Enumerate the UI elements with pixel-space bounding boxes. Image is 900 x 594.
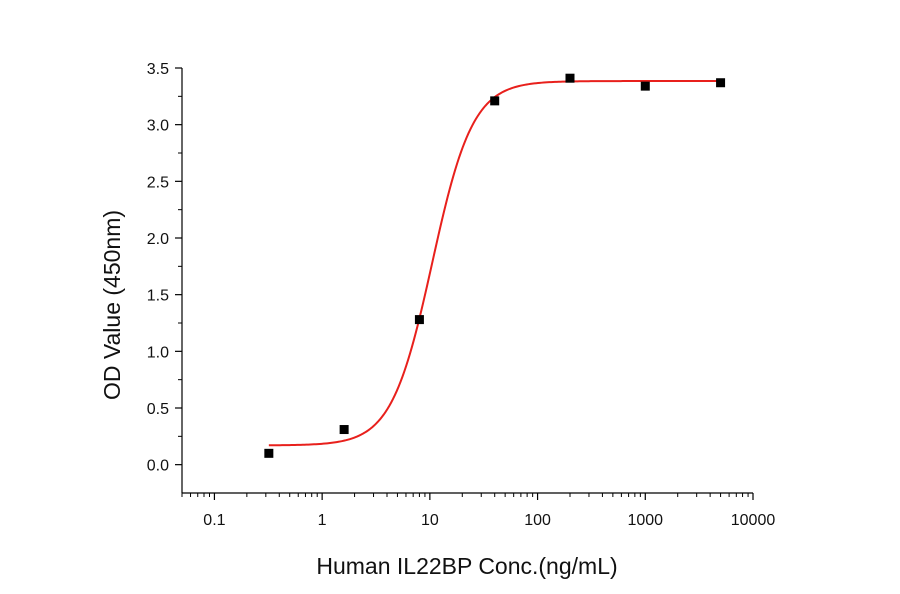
x-tick-label: 10 xyxy=(421,512,439,529)
data-point xyxy=(264,448,274,458)
x-tick-label: 0.1 xyxy=(203,512,225,529)
y-axis-title: OD Value (450nm) xyxy=(99,210,125,400)
data-point xyxy=(565,73,575,83)
axes xyxy=(175,67,754,500)
y-tick-label: 1.5 xyxy=(147,288,169,305)
data-point xyxy=(490,96,500,106)
x-axis-title: Human IL22BP Conc.(ng/mL) xyxy=(316,553,617,579)
x-tick-label: 10000 xyxy=(731,512,776,529)
x-tick-label: 1 xyxy=(318,512,327,529)
y-tick-label: 1.0 xyxy=(147,344,169,361)
tick-labels: 0.0 0.5 1.0 1.5 2.0 2.5 3.0 3.5 0.1 1 10 100 1000 100… xyxy=(147,61,776,529)
data-point xyxy=(414,315,424,325)
y-tick-label: 2.5 xyxy=(147,174,169,191)
y-tick-label: 0.5 xyxy=(147,401,169,418)
y-tick-label: 0.0 xyxy=(147,458,169,475)
y-tick-label: 3.0 xyxy=(147,118,169,135)
y-tick-label: 2.0 xyxy=(147,231,169,248)
data-points xyxy=(264,73,726,458)
fit-curve-group xyxy=(268,80,721,447)
fit-curve xyxy=(268,80,721,447)
data-point xyxy=(339,425,349,435)
data-point xyxy=(716,78,726,88)
x-tick-label: 100 xyxy=(524,512,551,529)
data-point xyxy=(640,81,650,91)
y-tick-label: 3.5 xyxy=(147,61,169,78)
x-tick-label: 1000 xyxy=(627,512,663,529)
